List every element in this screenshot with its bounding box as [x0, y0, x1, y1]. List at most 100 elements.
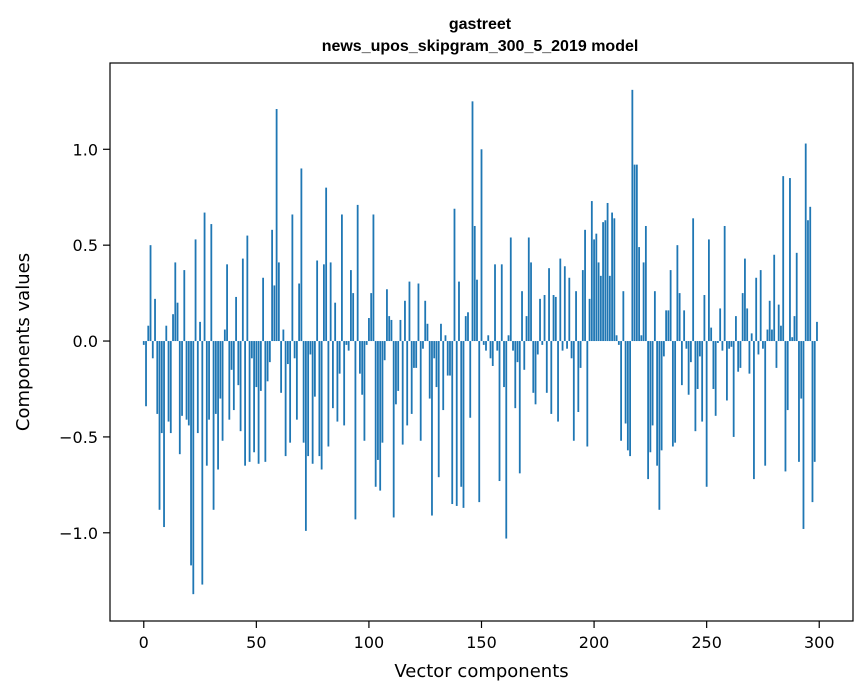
bar-component-1 — [145, 341, 147, 407]
bar-component-256 — [719, 308, 722, 342]
bar-component-186 — [561, 341, 564, 351]
bar-component-53 — [262, 277, 265, 342]
bar-component-13 — [172, 314, 174, 342]
bar-component-89 — [343, 341, 346, 426]
bar-component-276 — [764, 341, 767, 466]
bar-component-248 — [701, 341, 704, 422]
bar-component-141 — [460, 341, 463, 487]
bar-component-138 — [453, 208, 456, 342]
bar-component-211 — [617, 341, 620, 345]
bar-component-125 — [424, 300, 427, 342]
bar-component-271 — [753, 341, 755, 480]
bar-component-183 — [554, 296, 557, 342]
bar-component-128 — [431, 341, 433, 516]
bar-component-165 — [514, 341, 517, 409]
bar-component-47 — [248, 341, 251, 462]
bar-component-70 — [300, 168, 303, 342]
bar-component-38 — [228, 341, 231, 420]
bar-component-22 — [192, 341, 195, 595]
bar-component-111 — [392, 341, 395, 518]
bar-component-199 — [590, 201, 593, 342]
bar-component-265 — [739, 341, 742, 368]
bar-component-24 — [196, 341, 199, 434]
bar-component-267 — [744, 258, 746, 342]
bar-component-78 — [318, 341, 321, 457]
bar-component-150 — [480, 149, 483, 342]
bar-component-98 — [363, 341, 366, 441]
bar-component-187 — [563, 266, 566, 342]
bar-component-83 — [329, 262, 332, 342]
bar-component-100 — [368, 318, 370, 342]
bar-component-174 — [534, 341, 537, 405]
bar-component-57 — [271, 229, 274, 342]
bar-component-90 — [345, 341, 348, 345]
bar-component-12 — [169, 341, 172, 434]
bar-component-66 — [291, 214, 294, 342]
bar-component-84 — [331, 341, 334, 409]
bar-component-106 — [381, 341, 384, 443]
x-axis-label: Vector components — [394, 661, 568, 682]
bar-component-293 — [802, 341, 805, 529]
bar-component-2 — [147, 325, 150, 342]
y-tick-label: 0.5 — [73, 236, 98, 255]
bar-component-31 — [212, 341, 215, 510]
bar-component-82 — [327, 341, 330, 447]
bar-component-182 — [552, 295, 555, 342]
bar-component-136 — [449, 341, 451, 376]
bar-component-221 — [640, 335, 643, 342]
bar-component-121 — [415, 341, 418, 368]
bar-component-35 — [221, 341, 224, 441]
bar-component-120 — [413, 341, 415, 368]
bar-component-278 — [768, 300, 771, 342]
bar-component-48 — [250, 341, 253, 359]
bar-component-86 — [336, 341, 339, 422]
bar-component-206 — [606, 202, 609, 342]
bar-component-130 — [435, 341, 438, 388]
bar-component-74 — [309, 341, 312, 355]
bar-component-173 — [532, 341, 535, 393]
x-tick-label: 150 — [466, 633, 497, 652]
bar-component-239 — [680, 341, 683, 386]
bar-component-79 — [320, 341, 323, 470]
bar-component-168 — [521, 291, 523, 342]
bar-component-270 — [750, 333, 753, 342]
bar-component-210 — [615, 335, 618, 342]
bar-component-247 — [698, 341, 701, 357]
bar-component-147 — [473, 225, 476, 342]
x-axis-ticks: 0 50 100 150 200 250 300 — [139, 621, 835, 652]
y-axis-ticks: −1.0 −0.5 0.0 0.5 1.0 — [59, 140, 110, 543]
bar-component-216 — [629, 341, 632, 457]
bar-component-207 — [608, 275, 611, 342]
bar-component-272 — [755, 277, 758, 342]
bar-component-16 — [178, 341, 181, 455]
bar-component-97 — [361, 341, 364, 395]
bar-component-39 — [230, 341, 233, 370]
bar-component-269 — [748, 341, 751, 374]
bar-component-196 — [584, 229, 586, 342]
bar-component-20 — [187, 341, 190, 426]
bar-component-235 — [671, 341, 674, 447]
bar-component-18 — [183, 270, 186, 342]
bar-component-250 — [705, 341, 708, 487]
bar-component-28 — [205, 341, 208, 466]
bar-component-30 — [210, 224, 213, 342]
bar-component-227 — [653, 291, 656, 342]
bar-component-298 — [813, 341, 816, 462]
bar-component-27 — [203, 212, 206, 342]
bar-component-198 — [588, 298, 591, 342]
bar-component-50 — [255, 341, 258, 388]
bar-component-296 — [809, 206, 812, 342]
bar-component-262 — [732, 341, 735, 437]
bar-component-104 — [377, 341, 379, 460]
bar-component-93 — [352, 293, 355, 342]
bar-component-72 — [304, 341, 307, 531]
bar-component-105 — [379, 341, 382, 491]
bar-component-234 — [669, 270, 672, 342]
bar-component-119 — [410, 341, 413, 414]
bar-component-226 — [651, 341, 654, 426]
bar-component-68 — [295, 341, 298, 420]
bar-component-164 — [512, 341, 514, 351]
bar-component-67 — [293, 341, 296, 359]
bar-component-129 — [433, 341, 436, 359]
bar-component-9 — [163, 341, 165, 528]
